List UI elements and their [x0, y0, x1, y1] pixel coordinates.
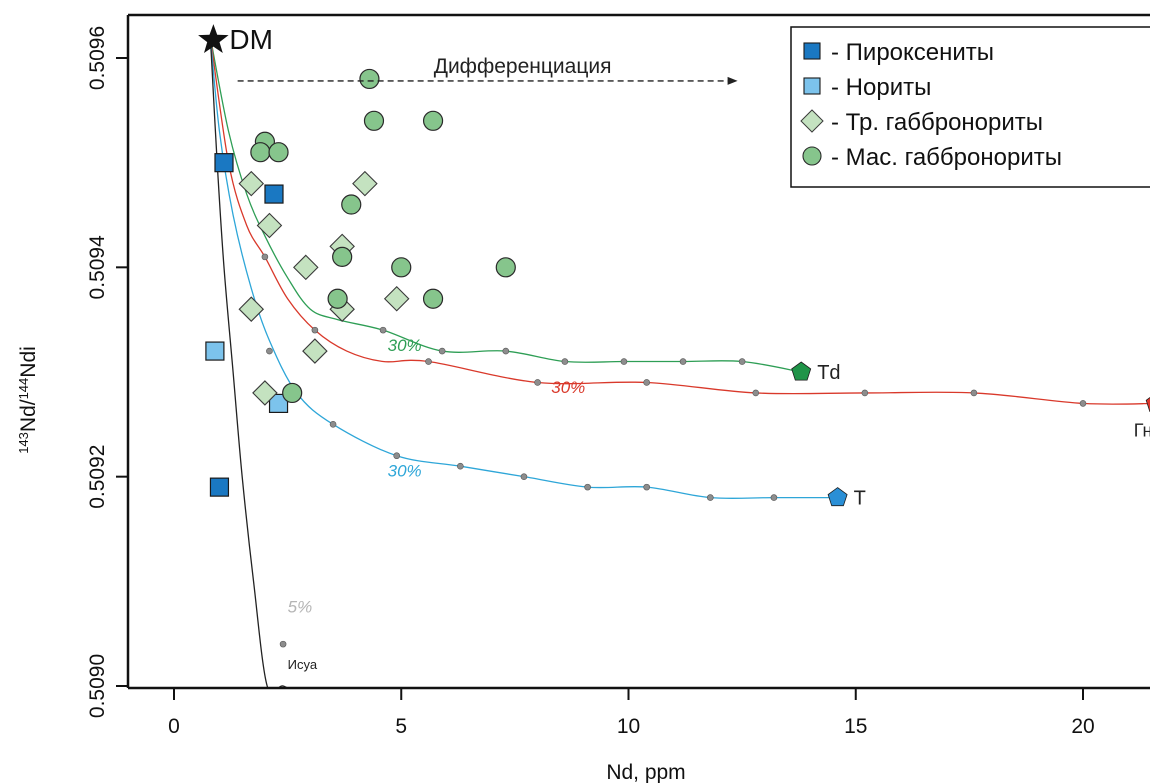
curve-1 [209, 36, 802, 373]
point-diamond [383, 285, 410, 312]
curve-4-tick-point [279, 640, 287, 648]
x-tick-label: 5 [395, 715, 407, 738]
curve-1-tick-point [620, 358, 628, 365]
point-circle [332, 246, 353, 267]
y-tick-label: 0.5092 [86, 445, 109, 509]
curve-3-tick-point [393, 452, 401, 460]
point-diamond [302, 338, 328, 364]
curve-1-tick-point [561, 358, 569, 365]
curve-2-tick-point [311, 326, 319, 334]
annotations: 30% Td 30% Гн 30% T 5% Исуа DM Дифференциация [198, 24, 1150, 672]
x-tick-label: 0 [168, 715, 180, 738]
point-square [264, 184, 284, 204]
point-square [209, 477, 230, 497]
legend-label: - Нориты [831, 74, 931, 101]
dm-star-marker [198, 24, 229, 53]
curve-3-tick-point [520, 473, 528, 480]
point-diamond [238, 170, 265, 197]
curve-2-tick-point [425, 358, 432, 365]
y-axis-label: 143Nd/144Ndi [16, 346, 41, 454]
point-diamond [256, 212, 283, 239]
curve-end-label: Td [817, 362, 840, 384]
legend-label: - Пироксениты [831, 39, 994, 66]
point-circle [363, 110, 385, 131]
y-tick-label: 0.5096 [86, 26, 109, 90]
legend-marker-diamond [800, 109, 824, 133]
curve-1-tick-point [502, 347, 510, 355]
curve-2-tick-point [1079, 400, 1087, 407]
curve-1-tick-point [379, 326, 387, 334]
point-circle [391, 257, 412, 278]
y-axis-label-part: Ndi [17, 346, 40, 378]
y-tick-label: 0.5094 [86, 235, 109, 300]
curve-1-percent-label: 30% [388, 336, 422, 355]
curve-3-tick-point [707, 494, 714, 501]
legend-label: - Тр. габбронориты [831, 109, 1043, 136]
point-diamond [293, 254, 319, 281]
point-circle [341, 194, 362, 215]
curve-3-tick-point [457, 462, 464, 470]
curve-4-percent-label: 5% [288, 598, 313, 617]
data-points [205, 68, 516, 497]
curve-2-tick-point [643, 379, 650, 386]
x-axis-label: Nd, ppm [606, 761, 685, 783]
curve-2-tick-point [970, 389, 978, 397]
point-square [205, 341, 225, 361]
curve-3-percent-label: 30% [388, 462, 422, 481]
curve-3-tick-point [770, 494, 778, 501]
legend-box [790, 26, 1150, 188]
y-axis-label-superscript: 144 [16, 378, 31, 400]
curve-2-tick-point [752, 389, 760, 397]
curve-4 [209, 37, 289, 688]
dm-label: DM [229, 24, 273, 55]
curve-1-tick-point [438, 347, 446, 355]
point-circle [495, 257, 516, 278]
legend-marker-square [803, 77, 821, 95]
legend-marker-square [803, 42, 821, 60]
differentiation-label: Дифференциация [434, 55, 612, 78]
curve-3-end-marker [827, 487, 848, 507]
curve-1-tick-point [738, 358, 746, 365]
differentiation-arrowhead [727, 76, 738, 85]
curve-1-tick-point [679, 358, 687, 365]
point-circle [422, 110, 444, 131]
point-circle [268, 142, 289, 163]
curve-end-label: Гн [1134, 420, 1150, 440]
curve-3-tick-point [584, 483, 591, 491]
curve-1-end-marker [791, 361, 812, 381]
point-circle [282, 382, 303, 404]
curve-2-end-marker [1145, 397, 1150, 412]
legend: - Пироксениты - Нориты - Тр. габбронориты -… [790, 26, 1150, 188]
point-square [214, 153, 234, 173]
curve-2-tick-point [261, 253, 269, 261]
curve-2-tick-point [861, 389, 869, 397]
curve-2-tick-point [534, 379, 541, 386]
point-diamond [252, 380, 278, 406]
mixing-curves [209, 36, 1150, 688]
point-diamond [352, 170, 378, 197]
point-circle [327, 288, 348, 309]
point-square [268, 393, 289, 413]
curve-3-tick-point [266, 347, 273, 355]
x-tick-label: 20 [1071, 715, 1094, 738]
x-tick-label: 15 [844, 715, 867, 738]
legend-marker-circle [802, 146, 822, 166]
curve-3-tick-point [643, 483, 650, 491]
curve-2-percent-label: 30% [551, 378, 585, 397]
axes: 0 5 10 15 20 0.5090 0.5092 0.5094 0.5096 Nd, ppm 1… [16, 13, 1150, 783]
point-diamond [238, 296, 265, 322]
legend-label: - Мас. габбронориты [831, 144, 1062, 171]
curve-end-label: T [854, 488, 866, 510]
point-circle [250, 142, 271, 163]
y-axis-label-superscript: 143 [16, 432, 31, 454]
point-circle [422, 288, 444, 309]
x-tick-label: 10 [617, 715, 640, 738]
curve-3-tick-point [329, 421, 337, 428]
y-axis-label-part: Nd/ [17, 399, 40, 432]
curve-2 [209, 36, 1150, 405]
y-tick-label: 0.5090 [86, 654, 109, 718]
curve-end-label: Исуа [288, 657, 318, 672]
point-circle [359, 68, 380, 90]
